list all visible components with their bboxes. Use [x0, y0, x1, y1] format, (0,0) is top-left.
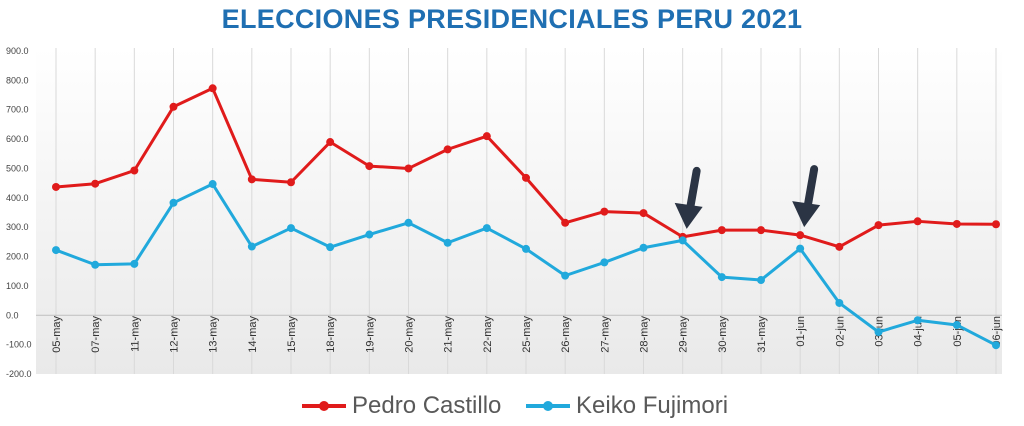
- x-tick-label: 14-may: [247, 316, 259, 353]
- data-point: [992, 341, 1000, 350]
- x-tick-label: 11-may: [129, 316, 141, 352]
- data-point: [130, 259, 139, 268]
- x-tick-label: 20-may: [404, 316, 416, 353]
- data-point: [91, 260, 100, 269]
- legend: Pedro Castillo Keiko Fujimori: [0, 388, 1024, 424]
- y-tick-label: -100.0: [6, 340, 32, 350]
- y-tick-label: 800.0: [6, 75, 29, 85]
- x-tick-label: 02-jun: [834, 316, 846, 347]
- x-tick-label: 12-may: [169, 316, 181, 353]
- data-point: [208, 84, 217, 93]
- data-point: [796, 231, 805, 240]
- plot-background: [36, 48, 1002, 374]
- arrow-down-icon: [792, 165, 821, 228]
- data-point: [874, 328, 883, 337]
- data-point: [326, 243, 335, 252]
- x-tick-label: 29-may: [678, 316, 690, 353]
- data-point: [247, 175, 256, 184]
- data-point: [522, 244, 530, 253]
- legend-entry-keiko-fujimori: Keiko Fujimori: [526, 388, 728, 424]
- data-point: [91, 179, 100, 188]
- legend-swatch: [302, 401, 346, 411]
- data-point: [874, 221, 883, 230]
- y-tick-label: 0.0: [6, 310, 19, 320]
- legend-swatch: [526, 401, 570, 411]
- data-point: [443, 238, 452, 247]
- x-tick-label: 05-jun: [952, 316, 964, 347]
- y-tick-label: 600.0: [6, 134, 29, 144]
- x-tick-label: 18-may: [325, 316, 337, 353]
- data-point: [522, 173, 530, 182]
- y-tick-label: 200.0: [6, 252, 29, 262]
- x-tick-label: 21-may: [443, 316, 455, 353]
- data-point: [835, 242, 844, 251]
- arrow-down-icon: [674, 166, 703, 229]
- data-point: [757, 226, 765, 235]
- x-tick-label: 19-may: [364, 316, 376, 353]
- y-tick-label: 900.0: [6, 46, 29, 56]
- data-point: [169, 198, 178, 207]
- data-point: [796, 244, 805, 253]
- data-point: [561, 218, 570, 227]
- data-point: [600, 258, 609, 267]
- x-tick-label: 13-may: [208, 316, 220, 353]
- data-point: [639, 209, 648, 218]
- data-point: [952, 219, 961, 228]
- y-tick-label: -200.0: [6, 369, 32, 379]
- x-tick-label: 31-may: [756, 316, 768, 353]
- data-point: [247, 242, 256, 251]
- data-point: [326, 138, 335, 147]
- x-tick-label: 25-may: [521, 316, 533, 353]
- data-point: [717, 226, 726, 235]
- legend-label: Pedro Castillo: [352, 392, 502, 419]
- data-point: [443, 145, 452, 154]
- legend-entry-pedro-castillo: Pedro Castillo: [302, 388, 501, 424]
- data-point: [130, 166, 139, 175]
- data-point: [52, 182, 60, 191]
- data-point: [404, 164, 413, 173]
- x-tick-label: 01-jun: [795, 316, 807, 347]
- y-tick-label: 400.0: [6, 193, 29, 203]
- y-tick-label: 300.0: [6, 222, 29, 232]
- data-point: [482, 132, 491, 141]
- data-point: [717, 273, 726, 282]
- x-tick-label: 28-may: [639, 316, 651, 353]
- x-tick-label: 30-may: [717, 316, 729, 353]
- data-point: [757, 276, 765, 285]
- y-tick-label: 100.0: [6, 281, 29, 291]
- data-point: [600, 207, 609, 216]
- data-point: [365, 162, 374, 171]
- x-tick-label: 15-may: [286, 316, 298, 353]
- data-point: [404, 218, 413, 227]
- data-point: [639, 243, 648, 252]
- x-tick-label: 22-may: [482, 316, 494, 353]
- data-point: [678, 236, 687, 245]
- data-point: [287, 178, 295, 187]
- chart-title: ELECCIONES PRESIDENCIALES PERU 2021: [221, 4, 803, 34]
- data-point: [169, 102, 178, 111]
- x-tick-label: 26-may: [560, 316, 572, 353]
- legend-label: Keiko Fujimori: [576, 392, 729, 419]
- x-tick-label: 27-may: [599, 316, 611, 353]
- data-point: [992, 220, 1000, 229]
- data-point: [835, 298, 844, 307]
- x-tick-label: 05-may: [51, 316, 63, 353]
- data-point: [52, 246, 60, 255]
- y-tick-label: 500.0: [6, 163, 29, 173]
- data-point: [482, 224, 491, 233]
- x-tick-label: 06-jun: [991, 316, 1003, 347]
- data-point: [952, 320, 961, 329]
- data-point: [913, 217, 922, 226]
- data-point: [913, 316, 922, 325]
- data-point: [287, 224, 295, 233]
- data-point: [208, 180, 217, 189]
- x-tick-label: 07-may: [90, 316, 102, 353]
- data-point: [365, 230, 374, 239]
- y-tick-label: 700.0: [6, 105, 29, 115]
- data-point: [561, 271, 570, 280]
